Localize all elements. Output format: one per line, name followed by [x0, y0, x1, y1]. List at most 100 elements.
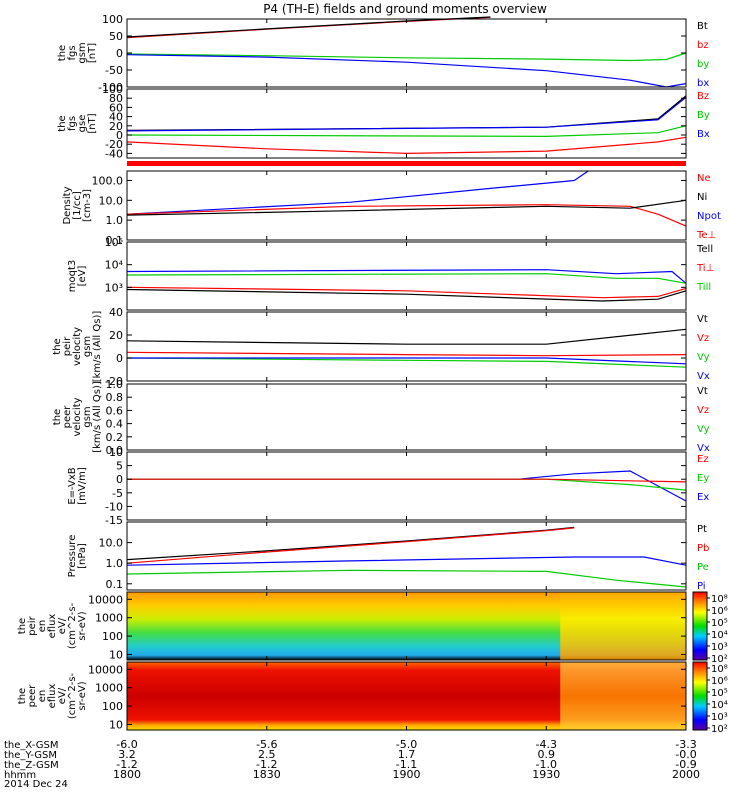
x-axis-row-label: the_Z-GSM	[4, 760, 59, 771]
x-tick-label: -4.3	[536, 738, 557, 751]
y-tick-label: -5	[112, 487, 123, 500]
series-line-fgs_gsm-1	[126, 16, 491, 38]
series-line-peir_velocity-1	[126, 351, 687, 357]
legend-entry: Ez	[697, 454, 709, 465]
x-tick-label: 1830	[253, 768, 281, 781]
y-tick-label: 0.1	[106, 234, 124, 247]
y-axis-label-line: gsm	[82, 406, 93, 427]
date-label: 2014 Dec 24	[4, 779, 68, 790]
y-axis-label: moqt3[eV]	[67, 260, 88, 293]
y-axis-label-line: moqt3	[67, 260, 78, 293]
y-axis-label-line: the	[57, 115, 68, 131]
y-axis-label-line: sr-eV)	[77, 611, 88, 640]
legend-entry: Ni	[697, 192, 707, 203]
y-tick-label: 10⁴	[105, 259, 124, 272]
legend-entry: Pt	[697, 524, 707, 535]
y-tick-label: 0.2	[106, 431, 124, 444]
y-axis-label-line: [mV/m]	[77, 467, 88, 505]
y-tick-label: 10	[109, 446, 123, 459]
x-tick-label: -1.0	[536, 758, 557, 771]
spectrogram-late-region	[560, 592, 686, 660]
spectrogram-late-region	[560, 662, 686, 730]
legend-entry: Vx	[697, 443, 710, 454]
series-line-pressure-1	[126, 527, 575, 564]
y-tick-label: 10000	[88, 593, 123, 606]
x-tick-label: 1900	[393, 768, 421, 781]
series-line-pressure-3	[126, 569, 687, 588]
figure-title: P4 (TH-E) fields and ground moments over…	[263, 2, 547, 16]
y-tick-label: 10⁵	[105, 236, 123, 249]
y-axis-label-line: sr-eV)	[77, 681, 88, 710]
x-tick-label: 3.2	[118, 748, 136, 761]
y-axis-label-line: peer	[62, 405, 73, 429]
y-axis-label-line: peir	[62, 336, 73, 356]
y-tick-label: 80	[109, 92, 123, 105]
y-axis-label: E=-VxB[mV/m]	[67, 467, 88, 505]
y-axis-label-line: [eV]	[77, 266, 88, 287]
x-tick-label: -6.0	[116, 738, 137, 751]
y-tick-label: 0	[116, 47, 123, 60]
legend-entry: Pe	[697, 562, 709, 573]
y-axis-label-line: eflux	[47, 684, 58, 709]
y-tick-label: -20	[105, 375, 123, 388]
y-tick-label: 1000	[95, 612, 123, 625]
x-axis-row-label: the_Y-GSM	[4, 750, 57, 761]
y-tick-label: -50	[105, 64, 123, 77]
y-axis-label-line: [nT]	[87, 113, 98, 133]
x-tick-label: -5.6	[256, 738, 277, 751]
y-tick-label: 100	[102, 700, 123, 713]
legend-entry: by	[697, 59, 709, 70]
colorbar-scale	[692, 661, 708, 731]
x-tick-label: -1.1	[396, 758, 417, 771]
y-tick-label: 0.6	[106, 404, 124, 417]
y-axis-label-line: (cm^2-s-	[67, 672, 78, 719]
x-tick-label: 0.9	[538, 748, 556, 761]
legend-entry: bx	[697, 78, 709, 89]
status-bar	[127, 161, 686, 166]
panel-frame	[126, 383, 687, 451]
series-line-fgs_gse-1	[126, 96, 687, 132]
y-axis-label-line: peer	[27, 684, 38, 708]
x-axis-annotations: the_X-GSM -6.0 -5.6 -5.0 -4.3 -3.3 the_Y-GSM 3.…	[4, 738, 700, 790]
series-line-efield-2	[127, 478, 687, 483]
y-tick-label: 0	[116, 129, 123, 142]
y-axis-label-line: the	[17, 618, 28, 634]
colorbar-tick-label: 10³	[711, 642, 728, 653]
y-axis-label-line: velocity	[72, 327, 83, 366]
y-tick-label: -40	[105, 147, 123, 160]
y-axis-label-line: fgs	[67, 116, 78, 131]
y-axis-label-line: gse	[77, 115, 88, 133]
y-axis-label: Density[1/cc][cm-3]	[62, 186, 93, 224]
panel-peir_velocity: -20 0 20 40 thepeirvelocitygsm[km/s (All Qs)…	[52, 306, 710, 388]
y-tick-label: -100	[98, 81, 123, 94]
y-tick-label: 60	[109, 101, 123, 114]
series-line-density-2	[126, 199, 687, 216]
colorbar-tick-label: 10⁴	[711, 700, 728, 711]
series-line-efield-0	[127, 470, 687, 502]
legend-entry: Bz	[697, 91, 709, 102]
y-tick-label: -20	[105, 138, 123, 151]
y-axis-label: thefgsgse[nT]	[57, 113, 98, 133]
panel-peer_velocity: 0.00.20.40.60.81.0thepeervelocitygsm[km/…	[52, 378, 710, 457]
series-line-temperature-1	[126, 273, 687, 284]
y-tick-label: 0	[116, 473, 123, 486]
x-tick-label: -1.2	[116, 758, 137, 771]
y-axis-label-line: peir	[27, 615, 38, 635]
series-line-fgs_gsm-2	[126, 52, 687, 62]
y-tick-label: 100	[102, 13, 123, 26]
panel-peir_en_eflux: 10⁸10⁶10⁵10⁴10³10²10100100010000thepeire…	[17, 591, 728, 665]
panel-density: 0.11.010.0100.0Density[1/cc][cm-3]NeNiNp…	[62, 170, 721, 247]
y-axis-label-line: [km/s (All Qs)]	[92, 311, 103, 383]
x-tick-label: -1.2	[256, 758, 277, 771]
y-axis-label-line: [1/cc]	[72, 191, 83, 220]
y-axis-label-line: (cm^2-s-	[67, 602, 78, 649]
series-line-peir_velocity-3	[127, 357, 687, 365]
y-tick-label: 100	[102, 83, 123, 96]
y-axis-label-line: [cm-3]	[82, 189, 93, 222]
y-axis-label-line: the	[57, 45, 68, 61]
y-tick-label: 10	[109, 718, 123, 731]
series-line-density-1	[126, 204, 687, 227]
legend-entry: Vz	[697, 405, 709, 416]
